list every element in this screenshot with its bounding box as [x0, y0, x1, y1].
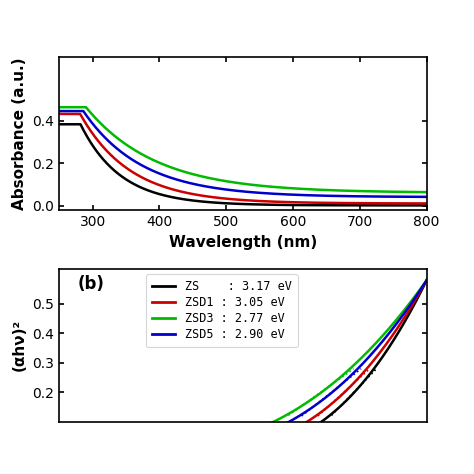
Legend: ZS    : 3.17 eV, ZSD1 : 3.05 eV, ZSD3 : 2.77 eV, ZSD5 : 2.90 eV: ZS : 3.17 eV, ZSD1 : 3.05 eV, ZSD3 : 2.7…	[146, 274, 298, 347]
Text: (b): (b)	[78, 274, 104, 292]
Y-axis label: (αhν)²: (αhν)²	[12, 319, 27, 371]
Y-axis label: Absorbance (a.u.): Absorbance (a.u.)	[12, 57, 27, 210]
X-axis label: Wavelength (nm): Wavelength (nm)	[169, 235, 317, 250]
